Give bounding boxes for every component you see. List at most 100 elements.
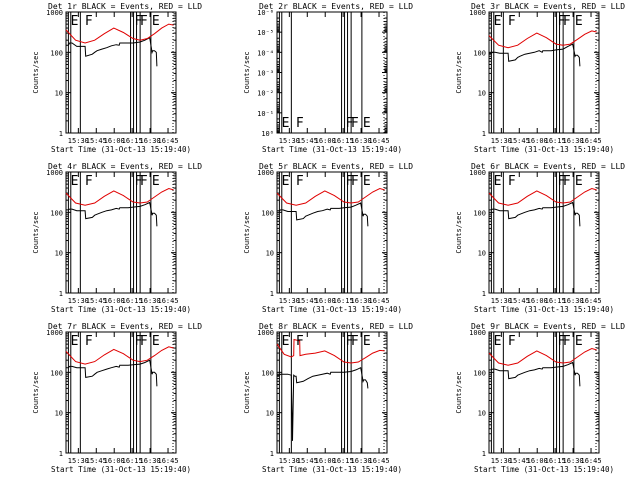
lld-series-line: [276, 338, 385, 364]
plot-frame: [65, 331, 177, 454]
interval-marker: E: [152, 14, 160, 29]
interval-marker: F: [508, 174, 516, 189]
y-tick-label: 10⁻²: [257, 90, 274, 98]
detector-panel: Det 4r BLACK = Events, RED = LLD 1 10 100 10…: [32, 162, 202, 314]
x-tick-label: 16:15: [333, 297, 354, 305]
plot-frame: [488, 171, 600, 294]
x-tick-label: 16:00: [527, 137, 548, 145]
plot-frame: [488, 11, 600, 134]
y-tick-label: 1000: [46, 169, 63, 177]
interval-marker: E: [494, 14, 502, 29]
y-tick-label: 10⁻³: [257, 70, 274, 78]
x-tick-label: 16:45: [368, 137, 389, 145]
x-tick-label: 16:30: [563, 457, 584, 465]
plot-frame: [65, 171, 177, 294]
x-tick-label: 16:15: [545, 457, 566, 465]
interval-marker: F: [563, 334, 571, 349]
detector-panel: Det 2r BLACK = Events, RED = LLD 10⁰ 10⁻¹ 1…: [243, 2, 413, 154]
interval-marker: F: [351, 334, 359, 349]
interval-marker: F: [135, 174, 143, 189]
y-axis-label: Counts/sec: [32, 371, 40, 413]
y-tick-label: 10⁻⁶: [257, 9, 274, 17]
y-tick-label: 100: [473, 209, 486, 217]
x-tick-label: 15:45: [509, 457, 530, 465]
interval-marker: E: [575, 14, 583, 29]
panel-title: Det 7r BLACK = Events, RED = LLD: [48, 322, 202, 331]
panel-title: Det 1r BLACK = Events, RED = LLD: [48, 2, 202, 11]
y-tick-label: 100: [473, 49, 486, 57]
x-tick-label: 15:45: [509, 297, 530, 305]
x-tick-label: 16:15: [122, 297, 143, 305]
x-tick-label: 15:45: [297, 137, 318, 145]
x-tick-label: 16:30: [351, 457, 372, 465]
plot-frame: [276, 171, 388, 294]
x-tick-label: 16:45: [157, 457, 178, 465]
x-axis-label: Start Time (31-Oct-13 15:19:40): [474, 305, 614, 314]
interval-marker: E: [282, 334, 290, 349]
events-series-line: [489, 43, 581, 67]
y-tick-label: 1: [59, 290, 63, 298]
interval-marker: F: [140, 334, 148, 349]
x-tick-label: 15:45: [297, 457, 318, 465]
interval-marker: F: [346, 116, 354, 131]
x-tick-label: 15:30: [279, 297, 300, 305]
y-tick-label: 1000: [257, 169, 274, 177]
x-tick-label: 16:30: [351, 297, 372, 305]
x-axis-label: Start Time (31-Oct-13 15:19:40): [51, 145, 191, 154]
detector-panel: Det 9r BLACK = Events, RED = LLD 1 10 100 10…: [455, 322, 625, 474]
x-tick-label: 16:00: [104, 457, 125, 465]
x-tick-label: 15:45: [86, 137, 107, 145]
lld-series-line: [276, 187, 385, 206]
x-tick-label: 16:45: [157, 297, 178, 305]
x-tick-label: 16:00: [104, 137, 125, 145]
interval-marker: F: [140, 14, 148, 29]
y-tick-label: 1: [482, 450, 486, 458]
y-tick-label: 10: [478, 90, 486, 98]
events-series-line: [66, 359, 158, 387]
x-tick-label: 16:15: [122, 137, 143, 145]
x-tick-label: 16:45: [580, 297, 601, 305]
x-tick-label: 16:30: [563, 297, 584, 305]
y-tick-label: 100: [473, 369, 486, 377]
events-series-line: [489, 361, 581, 387]
interval-marker: F: [140, 174, 148, 189]
interval-marker: F: [346, 334, 354, 349]
interval-marker: F: [85, 174, 93, 189]
x-tick-label: 16:00: [104, 297, 125, 305]
x-tick-label: 15:30: [68, 457, 89, 465]
interval-marker: E: [282, 174, 290, 189]
events-series-line: [66, 201, 158, 227]
interval-marker: F: [558, 334, 566, 349]
y-tick-label: 1: [59, 450, 63, 458]
y-tick-label: 10: [266, 410, 274, 418]
plot-frame: [276, 11, 388, 134]
lld-series-line: [488, 187, 597, 206]
x-tick-label: 16:15: [122, 457, 143, 465]
y-axis-label: Counts/sec: [243, 371, 251, 413]
y-tick-label: 10⁰: [261, 130, 274, 138]
lld-series-line: [65, 346, 174, 365]
x-tick-label: 16:45: [368, 457, 389, 465]
detector-panel: Det 8r BLACK = Events, RED = LLD 1 10 100 10…: [243, 322, 413, 474]
interval-marker: E: [363, 334, 371, 349]
interval-marker: F: [351, 174, 359, 189]
x-axis-label: Start Time (31-Oct-13 15:19:40): [262, 465, 402, 474]
y-tick-label: 100: [50, 49, 63, 57]
x-tick-label: 16:00: [315, 457, 336, 465]
x-tick-label: 15:30: [68, 137, 89, 145]
y-tick-label: 100: [50, 369, 63, 377]
y-tick-label: 10⁻⁴: [257, 49, 274, 57]
x-tick-label: 15:30: [491, 137, 512, 145]
plot-frame: [276, 331, 388, 454]
y-axis-label: Counts/sec: [32, 211, 40, 253]
lld-series-line: [488, 347, 597, 366]
x-tick-label: 16:45: [580, 457, 601, 465]
lld-series-line: [65, 23, 174, 44]
x-tick-label: 15:45: [86, 297, 107, 305]
lld-series-line: [488, 30, 597, 49]
panel-title: Det 3r BLACK = Events, RED = LLD: [471, 2, 625, 11]
x-tick-label: 16:30: [140, 137, 161, 145]
y-axis-label: Counts/sec: [455, 51, 463, 93]
x-tick-label: 16:00: [315, 297, 336, 305]
